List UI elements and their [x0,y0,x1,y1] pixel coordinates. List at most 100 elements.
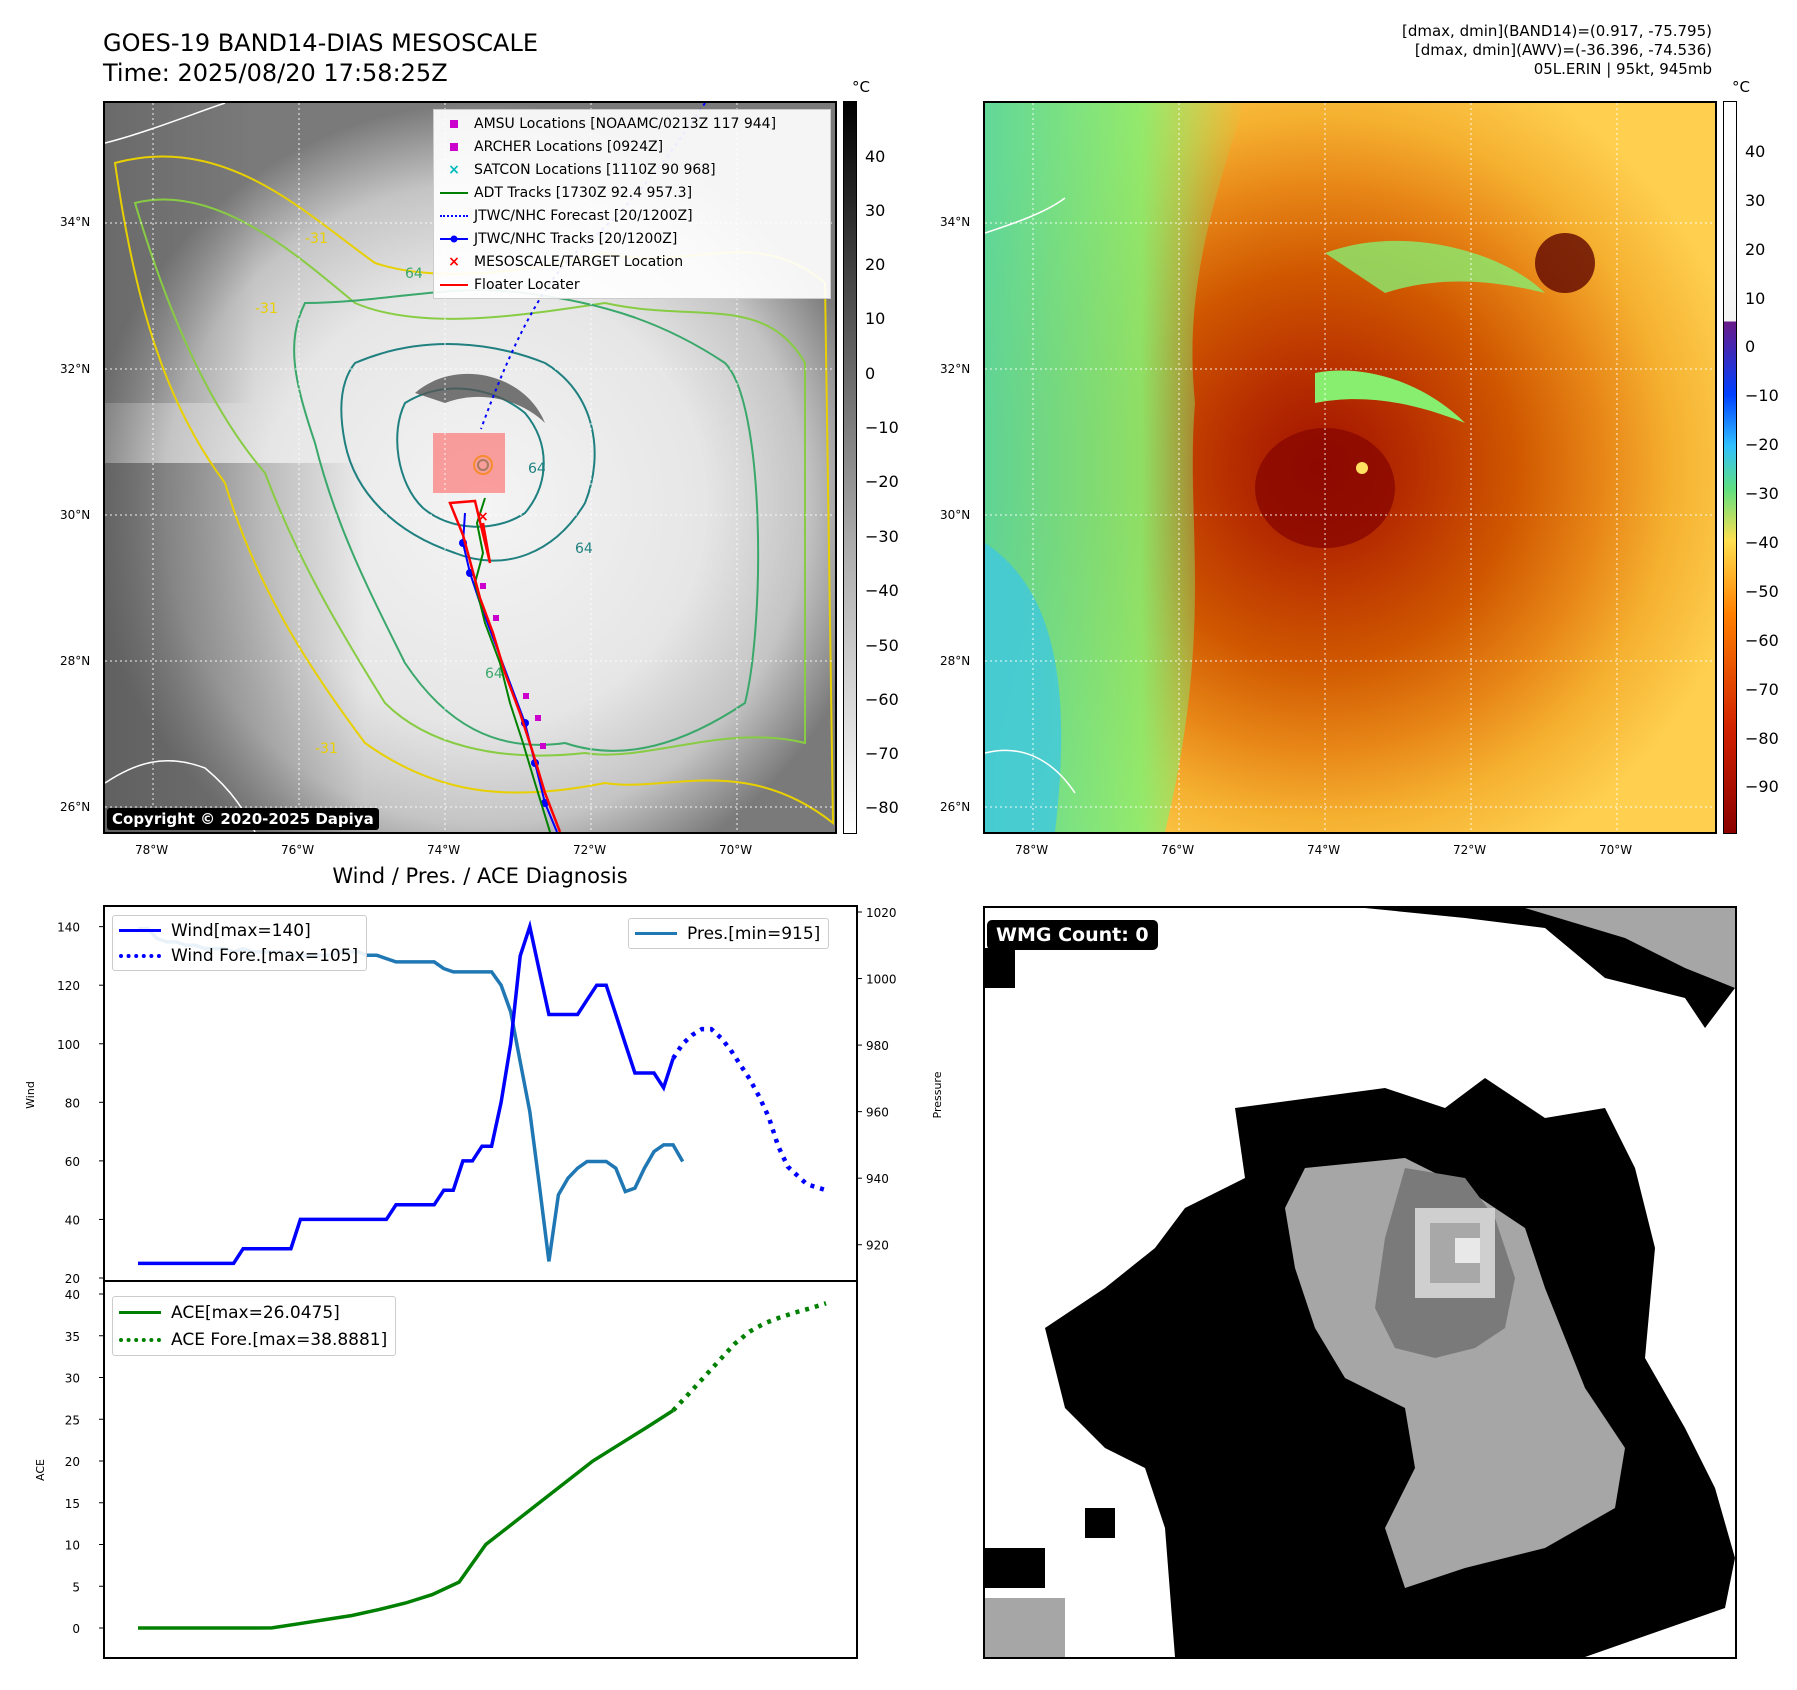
legend-row-wind-fore: Wind Fore.[max=105] [119,943,358,968]
right-colorbar [1723,101,1737,834]
right-satellite-map [983,101,1717,834]
cb-tick: −60 [865,690,899,709]
wind-legend: Wind[max=140] Wind Fore.[max=105] [112,915,368,971]
wind-tick-label: 80 [65,1096,80,1110]
legend-row-ace: ACE[max=26.0475] [119,1299,387,1326]
legend-label: Floater Locater [474,276,580,293]
contour-label: -31 [255,301,278,317]
wind-tick-label: 60 [65,1155,80,1169]
storm-info: 05L.ERIN | 95kt, 945mb [1533,60,1712,78]
map-legend: AMSU Locations [NOAAMC/0213Z 117 944] AR… [433,109,831,299]
cb-tick: −30 [1745,484,1779,503]
adt-track [473,497,551,832]
pressure-tick-label: 960 [866,1106,889,1120]
lon-label: 72°W [573,843,607,857]
cb-tick: 0 [1745,337,1756,356]
red-line-icon [434,283,474,286]
legend-row-wind: Wind[max=140] [119,918,358,943]
pressure-tick-label: 1020 [866,906,897,920]
legend-label: ADT Tracks [1730Z 92.4 957.3] [474,184,693,201]
copyright-badge: Copyright © 2020-2025 Dapiya [107,808,379,830]
ace-tick-label: 20 [65,1455,80,1469]
lat-label: 28°N [940,654,971,668]
cb-tick: 30 [1745,191,1766,210]
cb-tick: −70 [865,744,899,763]
title-line-1: GOES-19 BAND14-DIAS MESOSCALE [103,29,539,57]
blue-dotted-line-icon [119,953,161,958]
magenta-square-icon [434,119,474,128]
cb-tick: −50 [865,636,899,655]
pressure-tick-label: 980 [866,1039,889,1053]
lon-label: 70°W [1599,843,1633,857]
left-satellite-map: × 64 64 64 -31 -31 64 -31 AMSU Locations… [103,101,837,834]
legend-row-target: × MESOSCALE/TARGET Location [434,250,830,273]
legend-label: ACE[max=26.0475] [171,1302,340,1323]
cb-tick: 10 [1745,289,1766,308]
ace-tick-label: 30 [65,1372,80,1386]
ace-panel-frame [103,1280,858,1659]
legend-label: Wind[max=140] [171,920,311,941]
lat-label: 32°N [60,362,91,376]
lon-label: 74°W [1307,843,1341,857]
lon-label: 72°W [1453,843,1487,857]
lon-label: 78°W [135,843,169,857]
cb-tick: 10 [865,309,886,328]
cb-tick: −60 [1745,631,1779,650]
lon-label: 74°W [427,843,461,857]
ace-tick-label: 0 [72,1622,80,1636]
legend-label: AMSU Locations [NOAAMC/0213Z 117 944] [474,115,777,132]
ace-tick-label: 40 [65,1288,80,1302]
lon-label: 76°W [1161,843,1195,857]
cb-tick: −10 [1745,386,1779,405]
lat-label: 30°N [60,508,91,522]
blue-line-dot-icon [434,234,474,244]
cyan-x-icon: × [448,161,460,178]
left-colorbar [843,101,857,834]
cb-tick: −50 [1745,582,1779,601]
cb-tick: −70 [1745,680,1779,699]
pressure-series-line [138,926,685,1262]
lon-label: 78°W [1015,843,1049,857]
legend-label: Pres.[min=915] [687,923,821,944]
legend-row-adt: ADT Tracks [1730Z 92.4 957.3] [434,181,830,204]
lat-label: 26°N [60,800,91,814]
ace-axis-label: ACE [34,1459,47,1481]
cb-tick: −80 [1745,729,1779,748]
contour-label: 64 [405,266,423,282]
pressure-legend: Pres.[min=915] [628,918,830,949]
legend-label: MESOSCALE/TARGET Location [474,253,684,270]
pressure-tick-label: 1000 [866,973,897,987]
figure-title: GOES-19 BAND14-DIAS MESOSCALE Time: 2025… [103,28,538,88]
wmg-svg [985,908,1735,1657]
green-line-icon [119,1311,161,1314]
lat-label: 30°N [940,508,971,522]
lon-label: 70°W [719,843,753,857]
ace-legend: ACE[max=26.0475] ACE Fore.[max=38.8881] [112,1296,397,1356]
lon-label: 76°W [281,843,315,857]
legend-row-ace-fore: ACE Fore.[max=38.8881] [119,1326,387,1353]
floater-track [448,499,562,832]
cb-tick: −30 [865,527,899,546]
cb-tick: −20 [865,472,899,491]
cb-tick: 40 [1745,142,1766,161]
wind-axis-label: Wind [24,1081,37,1109]
pressure-axis-label: Pressure [931,1071,944,1118]
legend-row-pres: Pres.[min=915] [635,921,820,946]
ace-tick-label: 35 [65,1330,80,1344]
right-map-svg [985,103,1715,832]
legend-label: JTWC/NHC Tracks [20/1200Z] [474,230,678,247]
stats-awv: [dmax, dmin](AWV)=(-36.396, -74.536) [1414,41,1712,59]
wind-tick-label: 120 [57,979,80,993]
blue-dotted-line-icon [434,214,474,217]
legend-label: JTWC/NHC Forecast [20/1200Z] [474,207,693,224]
blue-line-icon [119,929,161,932]
ace-tick-label: 10 [65,1539,80,1553]
cb-tick: −90 [1745,777,1779,796]
pressure-tick-label: 940 [866,1172,889,1186]
lat-label: 26°N [940,800,971,814]
wmg-panel: WMG Count: 0 [983,906,1737,1659]
legend-row-archer: ARCHER Locations [0924Z] [434,135,830,158]
cb-tick: 0 [865,364,876,383]
contour-label: 64 [485,666,503,682]
